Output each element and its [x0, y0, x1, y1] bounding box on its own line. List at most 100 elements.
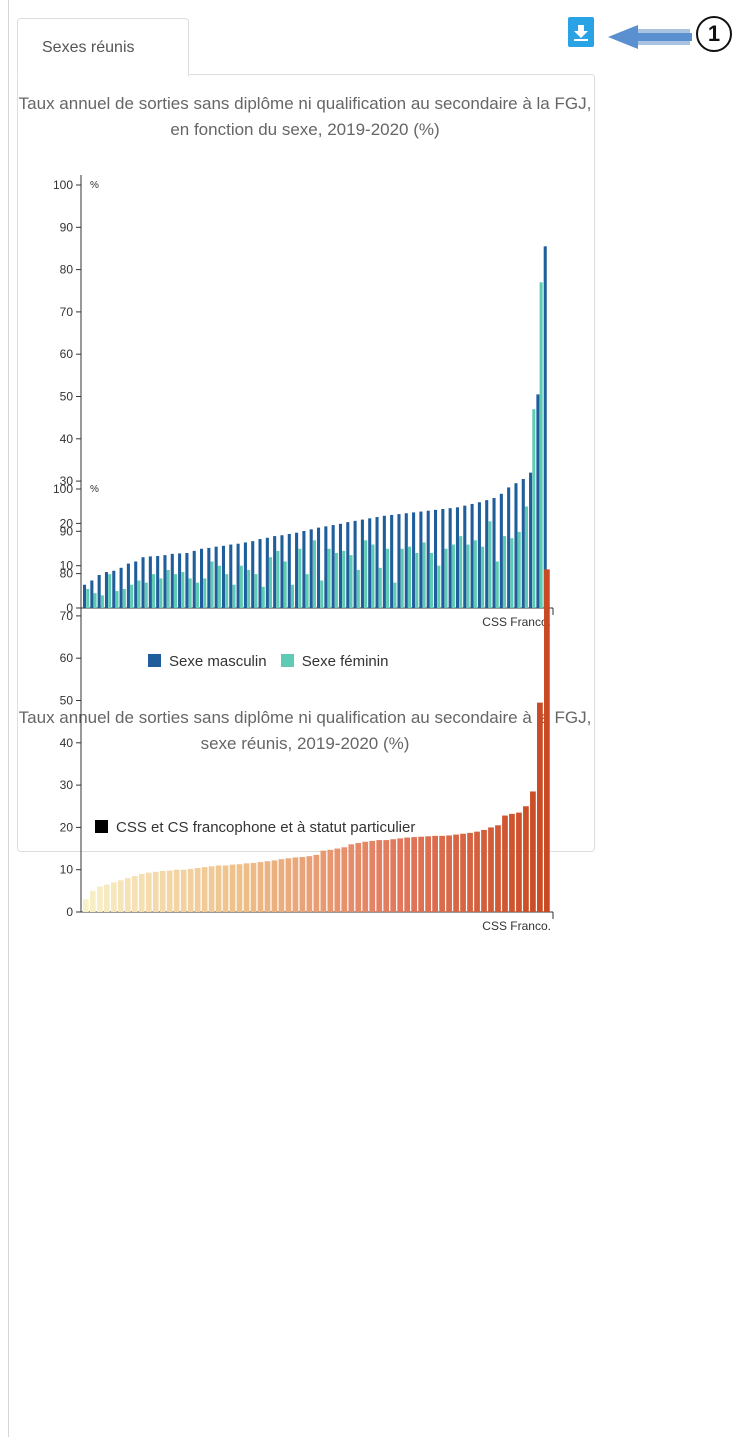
chart2-bar — [418, 836, 425, 912]
download-icon — [574, 25, 588, 41]
chart1-bar-feminin — [290, 584, 295, 608]
chart1-bar-feminin — [444, 548, 448, 608]
chart1-bar-feminin — [247, 569, 251, 608]
chart1-bar-masculin — [375, 517, 379, 608]
chart1-bar-feminin — [298, 548, 302, 608]
chart1-bar-feminin — [459, 536, 463, 608]
chart2-y-tick-label: 10 — [60, 863, 74, 877]
chart1-bar-masculin — [119, 567, 123, 608]
chart1-bar-feminin — [378, 567, 382, 608]
chart1-bar-feminin — [488, 521, 492, 608]
chart1-bar-feminin — [407, 546, 412, 608]
chart2-bar — [495, 825, 501, 912]
chart2-bar — [446, 835, 452, 912]
chart1-bar-feminin — [473, 540, 477, 608]
chart1-bar-masculin — [207, 547, 211, 608]
chart2-bar — [530, 791, 536, 912]
chart2-bar — [537, 702, 543, 912]
chart1-bar-feminin — [342, 550, 346, 608]
chart1-bar-feminin — [495, 561, 499, 608]
chart1-bar-feminin — [349, 555, 353, 608]
chart1-bar-masculin — [397, 514, 401, 608]
chart1-bar-masculin — [390, 514, 394, 608]
chart1-bar-feminin — [320, 580, 324, 608]
chart2-bar — [460, 833, 466, 912]
chart1-y-tick-label: 30 — [60, 474, 74, 488]
callout-number: 1 — [696, 16, 732, 52]
chart2-bar — [201, 867, 208, 912]
chart1-bar-feminin — [276, 550, 280, 608]
legend-swatch-feminin — [280, 654, 294, 667]
chart1-bar-feminin — [481, 546, 485, 608]
chart-card — [17, 74, 595, 852]
chart1-bar-feminin — [225, 574, 229, 608]
chart2-bar — [411, 837, 418, 912]
chart1-bar-feminin — [539, 282, 543, 608]
chart1-bar-masculin — [83, 584, 87, 608]
chart2-bar — [362, 841, 369, 912]
chart2-bar — [502, 815, 508, 912]
chart1-bar-masculin — [90, 580, 94, 608]
chart2-bar — [243, 863, 250, 912]
chart2-y-tick-label: 0 — [66, 905, 73, 919]
legend-swatch-masculin — [148, 654, 161, 667]
chart1-bar-masculin — [477, 502, 481, 608]
chart1-bar-feminin — [254, 574, 258, 608]
chart1-bar-masculin — [126, 563, 130, 608]
chart2-bar — [453, 834, 459, 912]
chart2-bar — [397, 838, 404, 912]
chart1-y-tick-label: 60 — [60, 347, 74, 361]
chart2-legend: CSS et CS francophone et à statut partic… — [95, 819, 415, 836]
chart1-bar-masculin — [382, 515, 386, 608]
chart2-bar — [222, 865, 229, 912]
legend-label-feminin: Sexe féminin — [301, 653, 389, 670]
chart1-bar-masculin — [529, 472, 533, 608]
chart2-bar — [257, 862, 264, 912]
chart2-bar — [523, 806, 529, 912]
chart1-bar-masculin — [485, 500, 489, 608]
chart1-bar-masculin — [360, 519, 364, 608]
chart1-bar-feminin — [437, 565, 441, 608]
chart2-bar — [467, 832, 473, 912]
chart1-bar-masculin — [148, 556, 152, 608]
chart1-bar-masculin — [368, 518, 372, 608]
chart1-bar-masculin — [317, 527, 321, 608]
chart1-bar-masculin — [463, 505, 467, 608]
chart2-bar — [194, 868, 201, 912]
tab-sexes-reunis[interactable]: Sexes réunis — [17, 18, 189, 77]
chart1-bar-masculin — [141, 557, 145, 608]
chart2-bar — [83, 899, 89, 912]
chart2-bar — [544, 569, 550, 912]
chart1-bar-feminin — [400, 548, 404, 608]
chart1-bar-feminin — [371, 544, 375, 608]
chart1-bar-feminin — [239, 565, 243, 608]
chart1-bar-feminin — [108, 574, 112, 608]
left-rule — [8, 0, 9, 1437]
chart1-bar-feminin — [386, 548, 390, 608]
chart2-bar — [96, 886, 103, 912]
chart2-bar — [229, 864, 236, 912]
chart1-y-tick-label: 90 — [60, 220, 74, 234]
chart1-bar-masculin — [419, 511, 423, 608]
chart1-bar-feminin — [356, 569, 360, 608]
chart1-bar-masculin — [170, 553, 174, 608]
chart1-bar-feminin — [524, 506, 529, 608]
chart2-title: Taux annuel de sorties sans diplôme ni q… — [18, 708, 592, 753]
chart1-bar-feminin — [144, 582, 148, 608]
chart2-bar — [110, 882, 117, 912]
download-button[interactable] — [568, 17, 594, 47]
chart2-bar — [208, 866, 215, 912]
chart1-bar-feminin — [173, 574, 178, 608]
chart1-bar-feminin — [188, 578, 192, 608]
chart2-y-tick-label: 100 — [53, 482, 73, 496]
chart1-y-tick-label: 80 — [60, 263, 74, 277]
chart2-bar — [481, 829, 487, 912]
chart1-bar-feminin — [327, 548, 331, 608]
chart1-bar-masculin — [441, 509, 445, 608]
chart2-bar — [236, 864, 243, 912]
chart2-bar — [215, 865, 222, 912]
chart1-bar-masculin — [507, 487, 511, 608]
chart2-y-tick-label: 70 — [60, 609, 74, 623]
chart2-bar — [180, 869, 187, 912]
chart2-bar — [404, 837, 411, 912]
